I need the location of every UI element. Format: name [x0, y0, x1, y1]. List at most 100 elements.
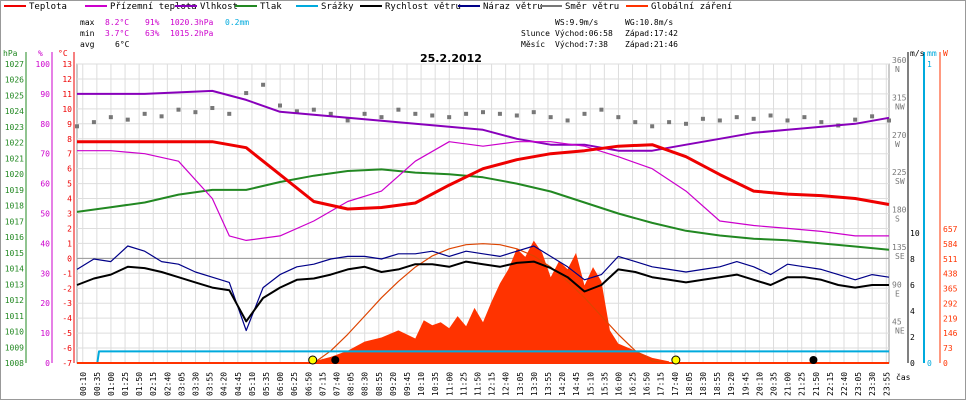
humidity-tick: 60 — [40, 180, 50, 189]
wind-dir-point — [345, 118, 350, 123]
wind-dir-point — [142, 111, 147, 116]
stats-max-press: 1020.3hPa — [170, 18, 214, 27]
wind-dir-point — [887, 118, 891, 123]
ground-temp-line — [77, 141, 889, 241]
x-tick-label: 16:25 — [629, 372, 638, 396]
legend-swatch — [360, 4, 382, 7]
sun-rise: Východ:06:58 — [555, 29, 613, 38]
temp-tick: 13 — [62, 60, 72, 69]
radiation-tick: 219 — [943, 314, 958, 323]
pressure-tick: 1024 — [5, 107, 24, 116]
wind-dir-point — [870, 114, 875, 119]
pressure-tick: 1016 — [5, 233, 24, 242]
temp-tick: -4 — [62, 314, 72, 323]
stats-max-label: max — [80, 18, 95, 27]
x-tick-label: 20:10 — [755, 372, 764, 396]
legend-swatch — [540, 4, 562, 7]
wind-ws: WS:9.9m/s — [555, 18, 599, 27]
pressure-tick: 1026 — [5, 76, 24, 85]
legend-item: Rychlost větru — [360, 2, 461, 12]
wind-dir-point — [548, 115, 553, 120]
legend: Teplota Přízemní teplota Vlhkost Tlak Srážky… — [0, 0, 966, 14]
x-tick-label: 01:50 — [135, 372, 144, 396]
pressure-tick: 1022 — [5, 139, 24, 148]
wind-tick: 4 — [910, 307, 915, 316]
x-tick-label: 03:05 — [177, 372, 186, 396]
temp-tick: 4 — [67, 195, 72, 204]
wind-dir-degree-tick: 45 — [892, 318, 902, 327]
moon-label: Měsíc — [521, 40, 546, 49]
legend-label: Náraz větru — [483, 2, 543, 12]
moon-rise: Východ:7:38 — [555, 40, 608, 49]
legend-item: Náraz větru — [458, 2, 543, 12]
legend-label: Rychlost větru — [385, 2, 461, 12]
wind-dir-point — [362, 111, 367, 116]
wind-dir-compass-tick: SE — [895, 252, 905, 261]
x-tick-label: 00:35 — [93, 372, 102, 396]
temp-tick: 11 — [62, 90, 72, 99]
rain-tick: 1 — [927, 60, 932, 69]
pressure-tick: 1014 — [5, 265, 24, 274]
x-tick-label: 07:40 — [333, 372, 342, 396]
wind-dir-degree-tick: 270 — [892, 131, 907, 140]
humidity-line — [77, 89, 890, 152]
x-tick-label: 12:15 — [488, 372, 497, 396]
legend-swatch — [4, 4, 26, 7]
wind-dir-point — [125, 117, 130, 122]
temp-tick: 3 — [67, 210, 72, 219]
x-tick-label: 00:10 — [79, 372, 88, 396]
wind-dir-degree-tick: 225 — [892, 168, 907, 177]
pressure-tick: 1015 — [5, 249, 24, 258]
wind-tick: 8 — [910, 255, 915, 264]
wind-dir-point — [700, 116, 705, 121]
pressure-tick: 1019 — [5, 186, 24, 195]
pressure-tick: 1010 — [5, 328, 24, 337]
wind-dir-point — [261, 82, 266, 87]
stats-max-row: max — [80, 18, 94, 27]
wind-dir-compass-tick: N — [895, 65, 900, 74]
legend-swatch — [296, 4, 318, 7]
wind-dir-point — [159, 114, 164, 119]
radiation-tick: 365 — [943, 285, 958, 294]
humidity-tick: 20 — [40, 299, 50, 308]
wind-tick: 0 — [910, 359, 915, 368]
wind-dir-point — [91, 120, 96, 125]
x-tick-label: 03:55 — [206, 372, 215, 396]
wind-dir-point — [108, 115, 113, 120]
rain-tick: 0 — [927, 359, 932, 368]
radiation-tick: 657 — [943, 225, 958, 234]
x-tick-label: 08:05 — [347, 372, 356, 396]
x-tick-label: 03:30 — [192, 372, 201, 396]
wind-dir-compass-tick: W — [895, 140, 900, 149]
wind-dir-point — [210, 106, 215, 111]
wind-dir-point — [244, 91, 249, 96]
pressure-tick: 1013 — [5, 280, 24, 289]
temp-tick: -2 — [62, 284, 72, 293]
wind-dir-point — [768, 113, 773, 118]
moonset-marker — [809, 356, 818, 364]
radiation-theoretical-line — [313, 243, 670, 364]
x-tick-label: 09:20 — [389, 372, 398, 396]
x-tick-label: 07:15 — [318, 372, 327, 396]
pressure-tick: 1018 — [5, 202, 24, 211]
humidity-tick: 70 — [40, 150, 50, 159]
x-tick-label: 05:35 — [262, 372, 271, 396]
wind-dir-point — [599, 107, 604, 112]
x-tick-label: 19:20 — [727, 372, 736, 396]
wind-tick: 2 — [910, 333, 915, 342]
stats-max-rain: 0.2mm — [225, 18, 250, 27]
x-tick-label: 11:25 — [459, 372, 468, 396]
wind-dir-degree-tick: 90 — [892, 280, 902, 289]
x-tick-label: 23:05 — [854, 372, 863, 396]
temp-tick: 12 — [62, 75, 72, 84]
stats-max-hum: 91% — [145, 18, 160, 27]
wind-dir-point — [650, 124, 655, 129]
x-tick-label: 18:30 — [699, 372, 708, 396]
x-tick-label: 15:10 — [586, 372, 595, 396]
wind-dir-point — [802, 115, 807, 120]
stats-min-label: min — [80, 29, 95, 38]
pressure-unit: hPa — [3, 49, 18, 58]
x-tick-label: 06:00 — [276, 372, 285, 396]
temp-unit: °C — [58, 49, 68, 58]
wind-dir-point — [616, 115, 621, 120]
